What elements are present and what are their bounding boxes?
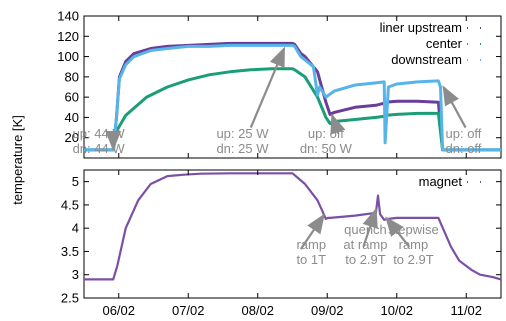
xtick-label: 08/02 [241, 303, 274, 318]
xtick-label: 10/02 [380, 303, 413, 318]
annotation-text: up: 44 W [73, 126, 126, 141]
annotation-text: ramp [399, 237, 429, 252]
ytick-label: 40 [65, 110, 79, 125]
y-axis-label: temperature [K] [10, 115, 25, 205]
annotation-text: dn: off [446, 141, 482, 156]
ytick-label: 100 [57, 49, 79, 64]
xtick-label: 09/02 [311, 303, 344, 318]
annotation-arrow [299, 213, 325, 250]
ytick-label: 4.5 [61, 197, 79, 212]
annotation-arrow [330, 113, 346, 135]
ytick-label: 2.5 [61, 291, 79, 306]
legend-label: downstream [391, 52, 462, 67]
annotation-text: dn: 44 W [73, 141, 126, 156]
xtick-label: 07/02 [172, 303, 205, 318]
annotation-text: at ramp [343, 237, 387, 252]
annotation-text: ramp [296, 237, 326, 252]
annotation-text: to 2.9T [345, 252, 386, 267]
series-line [84, 41, 501, 152]
ytick-label: 60 [65, 90, 79, 105]
ytick-label: 4 [72, 221, 79, 236]
plot-frame-1 [83, 169, 502, 299]
ytick-label: 80 [65, 69, 79, 84]
ytick-label: 3.5 [61, 244, 79, 259]
xtick-label: 11/02 [450, 303, 482, 318]
plot-frame-0 [83, 15, 502, 159]
annotation-arrow [362, 207, 378, 248]
annotation-text: up: off [446, 126, 482, 141]
annotation-text: dn: 50 W [300, 141, 353, 156]
annotation-arrow [249, 46, 286, 128]
annotation-text: up: 25 W [216, 126, 269, 141]
legend-label: liner upstream [380, 20, 462, 35]
ytick-label: 3 [72, 267, 79, 282]
ytick-label: 140 [57, 9, 79, 24]
annotation-text: to 2.9T [393, 252, 434, 267]
ytick-label: 5 [72, 174, 79, 189]
annotation-arrow [385, 216, 411, 248]
ytick-label: 120 [57, 29, 79, 44]
series-line [84, 43, 501, 152]
annotation-text: dn: 25 W [216, 141, 269, 156]
legend-label: center [426, 36, 463, 51]
annotation-text: quench [344, 222, 387, 237]
ytick-label: 20 [65, 130, 79, 145]
series-line [84, 172, 502, 281]
xtick-label: 06/02 [102, 303, 135, 318]
legend-label: magnet [419, 174, 463, 189]
annotation-arrow [442, 85, 467, 129]
annotation-text: to 1T [296, 252, 326, 267]
series-line [84, 67, 501, 152]
